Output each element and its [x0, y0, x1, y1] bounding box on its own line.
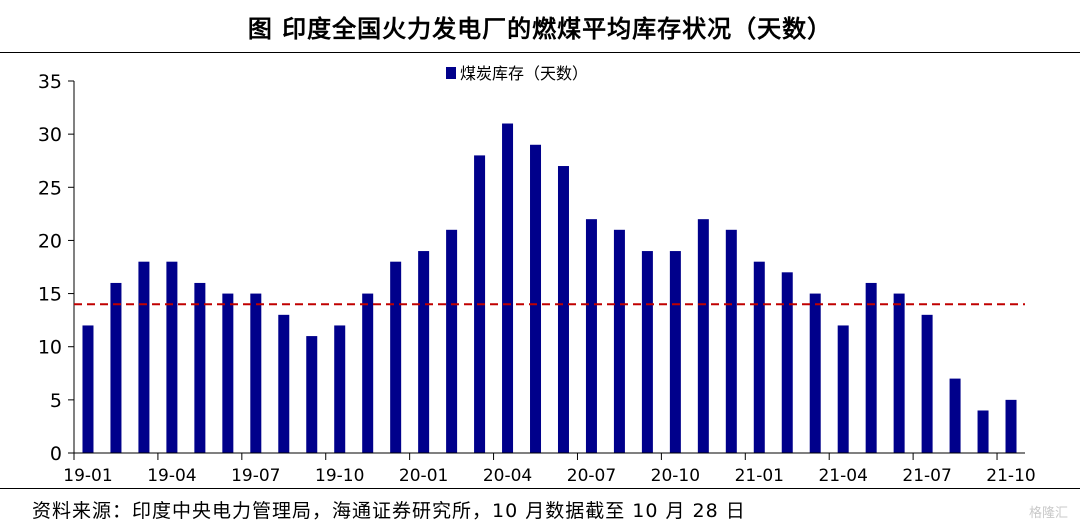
bar: [138, 261, 150, 453]
bar: [641, 251, 653, 453]
bar: [194, 282, 206, 453]
bar: [334, 325, 346, 453]
bar: [585, 219, 597, 453]
x-tick-label: 21-07: [902, 466, 951, 486]
x-tick-label: 20-10: [651, 466, 700, 486]
bar: [865, 282, 877, 453]
bar-chart: 0 5 10 15 20 25 30 35 19-01 19-04 19-07 19-10 20-01 2…: [38, 64, 1036, 486]
y-tick-label: 25: [38, 177, 62, 199]
bar: [418, 251, 430, 453]
bar: [362, 293, 374, 453]
bar: [725, 229, 737, 453]
x-tick-label: 21-10: [986, 466, 1035, 486]
y-tick-label: 15: [38, 284, 62, 306]
x-tick-label: 19-04: [147, 466, 196, 486]
chart-title-bar: 图 印度全国火力发电厂的燃煤平均库存状况（天数）: [0, 0, 1080, 53]
chart-title: 图 印度全国火力发电厂的燃煤平均库存状况（天数）: [247, 14, 833, 43]
y-tick-label: 0: [50, 443, 62, 465]
bar: [781, 272, 793, 453]
x-tick-label: 19-01: [63, 466, 112, 486]
y-tick-label: 5: [50, 390, 62, 412]
bar: [893, 293, 905, 453]
bar: [921, 314, 933, 453]
x-tick-label: 21-04: [818, 466, 867, 486]
bar: [613, 229, 625, 453]
x-tick-label: 21-01: [735, 466, 784, 486]
x-tick-label: 20-07: [567, 466, 616, 486]
bar: [250, 293, 262, 453]
bar: [1005, 399, 1017, 453]
bar: [809, 293, 821, 453]
x-tick-label: 20-01: [399, 466, 448, 486]
y-tick-label: 30: [38, 124, 62, 146]
bar: [446, 229, 458, 453]
bar: [697, 219, 709, 453]
y-tick-label: 20: [38, 230, 62, 252]
bar: [502, 123, 514, 453]
x-tick-label: 20-04: [483, 466, 532, 486]
y-tick-label: 35: [38, 71, 62, 93]
watermark-text: 格隆汇: [1028, 506, 1068, 521]
bar: [390, 261, 402, 453]
y-tick-label: 10: [38, 337, 62, 359]
bar: [753, 261, 765, 453]
bar: [669, 251, 681, 453]
legend-label: 煤炭库存（天数）: [460, 64, 588, 83]
bar: [557, 166, 569, 453]
legend-swatch: [446, 67, 456, 79]
bar: [977, 410, 989, 453]
source-note: 资料来源：印度中央电力管理局，海通证券研究所，10 月数据截至 10 月 28 …: [0, 488, 1080, 529]
bar: [110, 282, 122, 453]
bar: [306, 336, 318, 453]
x-tick-label: 19-07: [231, 466, 280, 486]
bar: [949, 378, 961, 453]
bar: [166, 261, 178, 453]
bar: [530, 144, 542, 453]
bar: [222, 293, 234, 453]
bar: [82, 325, 94, 453]
bar: [837, 325, 849, 453]
bar: [278, 314, 290, 453]
x-tick-label: 19-10: [315, 466, 364, 486]
